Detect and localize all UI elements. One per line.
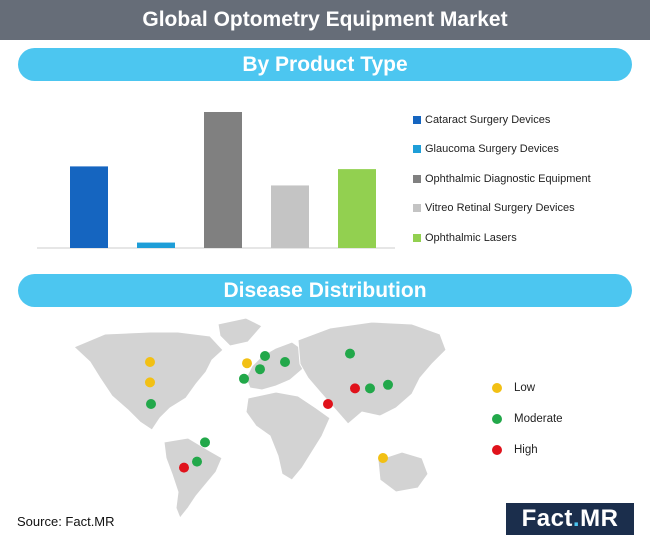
fact-mr-logo: Fact. MR	[506, 503, 634, 535]
legend-swatch	[413, 145, 421, 154]
marker-low	[145, 377, 155, 388]
continents	[73, 317, 447, 519]
bar-chart-legend: Cataract Surgery Devices Glaucoma Surgery…	[413, 105, 591, 253]
legend-item-ophthalmic-diagnostic-equipment: Ophthalmic Diagnostic Equipment	[413, 164, 591, 194]
product-type-section-title: By Product Type	[18, 48, 632, 81]
legend-label: Ophthalmic Lasers	[425, 231, 517, 244]
legend-item-moderate: Moderate	[492, 403, 563, 434]
marker-high	[323, 399, 333, 409]
legend-item-glaucoma-surgery-devices: Glaucoma Surgery Devices	[413, 135, 591, 165]
legend-item-vitreo-retinal-surgery-devices: Vitreo Retinal Surgery Devices	[413, 194, 591, 224]
marker-moderate	[260, 351, 270, 361]
bar-glaucoma-surgery-devices	[137, 242, 175, 248]
legend-dot	[492, 413, 502, 424]
legend-dot	[492, 444, 502, 455]
legend-swatch	[413, 174, 421, 183]
legend-label: Ophthalmic Diagnostic Equipment	[425, 172, 591, 185]
legend-label: Vitreo Retinal Surgery Devices	[425, 202, 575, 215]
legend-label: Moderate	[514, 412, 563, 425]
marker-moderate	[365, 383, 375, 394]
legend-swatch	[413, 204, 421, 213]
africa-landmass	[245, 391, 331, 481]
product-type-bar-chart	[37, 112, 395, 249]
disease-distribution-section-title: Disease Distribution	[18, 274, 632, 307]
legend-label: Cataract Surgery Devices	[425, 113, 551, 126]
legend-dot	[492, 382, 502, 393]
bar-ophthalmic-lasers	[338, 169, 376, 248]
legend-item-low: Low	[492, 372, 563, 403]
marker-moderate	[146, 399, 156, 409]
legend-label: Low	[514, 381, 536, 394]
marker-moderate	[345, 348, 355, 359]
marker-low	[378, 453, 388, 463]
south-america-landmass	[163, 437, 223, 519]
legend-item-high: High	[492, 434, 563, 465]
legend-item-cataract-surgery-devices: Cataract Surgery Devices	[413, 105, 591, 135]
bar-cataract-surgery-devices	[70, 166, 108, 248]
marker-moderate	[280, 357, 290, 367]
legend-swatch	[413, 115, 421, 124]
legend-swatch	[413, 233, 421, 242]
asia-landmass	[297, 321, 447, 425]
source-note: Source: Fact.MR	[17, 514, 115, 529]
marker-low	[242, 358, 252, 369]
legend-item-ophthalmic-lasers: Ophthalmic Lasers	[413, 223, 591, 253]
legend-label: Glaucoma Surgery Devices	[425, 143, 559, 156]
marker-moderate	[239, 373, 249, 384]
marker-moderate	[192, 456, 202, 467]
disease-level-markers	[145, 348, 393, 473]
disease-level-legend: Low Moderate High	[492, 372, 563, 465]
bar-ophthalmic-diagnostic-equipment	[204, 112, 242, 248]
marker-moderate	[200, 437, 210, 448]
europe-landmass	[245, 341, 307, 391]
greenland-landmass	[217, 317, 263, 347]
marker-moderate	[255, 364, 265, 375]
marker-moderate	[383, 379, 393, 390]
marker-high	[179, 462, 189, 473]
page-title: Global Optometry Equipment Market	[0, 0, 650, 40]
marker-low	[145, 357, 155, 367]
legend-label: High	[514, 443, 538, 456]
world-map	[73, 317, 447, 519]
marker-high	[350, 383, 360, 394]
australia-landmass	[377, 451, 429, 493]
bar-vitreo-retinal-surgery-devices	[271, 185, 309, 248]
